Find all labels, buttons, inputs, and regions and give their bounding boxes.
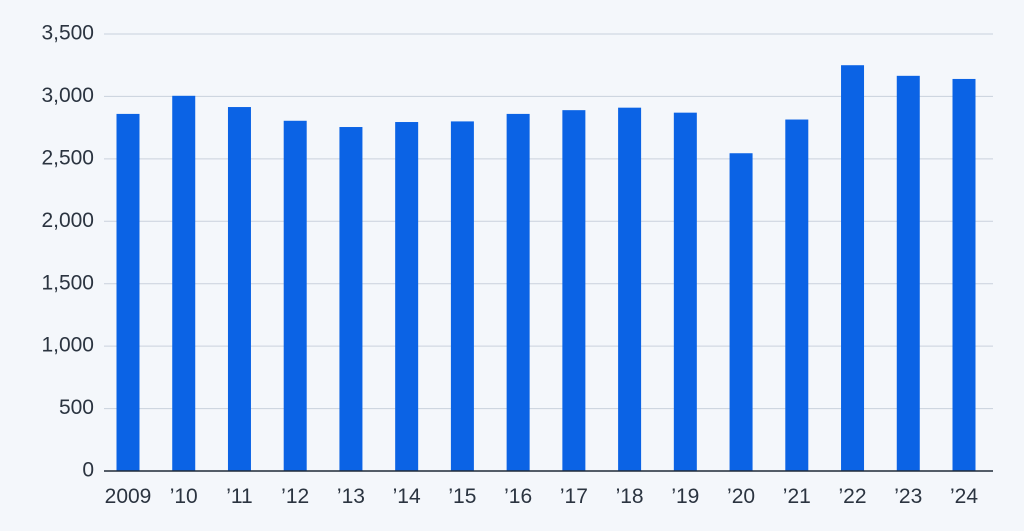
- bar: [673, 112, 697, 471]
- bars: [116, 65, 976, 472]
- x-axis-ticks: 2009 ’10 ’11 ’12 ’13 ’14 ’15 ’16 ’17 ’18 ’19 ’20 ’21…: [105, 485, 979, 508]
- x-tick-label: ’17: [560, 485, 588, 508]
- bar: [506, 113, 530, 471]
- bar: [618, 107, 642, 471]
- y-axis-ticks: 0 500 1,000 1,500 2,000 2,500 3,000 3,500: [41, 22, 94, 482]
- x-tick-label: ’13: [337, 485, 365, 508]
- y-tick-label: 1,000: [41, 334, 94, 357]
- bar: [952, 78, 976, 471]
- bar: [562, 110, 586, 472]
- x-tick-label: ’11: [226, 485, 252, 508]
- y-tick-label: 1,500: [41, 271, 94, 294]
- x-tick-label: ’15: [448, 485, 476, 508]
- x-tick-label: ’21: [783, 485, 811, 508]
- x-tick-label: ’23: [894, 485, 922, 508]
- bar: [283, 120, 307, 472]
- x-tick-label: ’22: [839, 485, 867, 508]
- x-tick-label: 2009: [105, 485, 152, 508]
- bar: [729, 153, 753, 471]
- bar: [896, 75, 920, 471]
- bar: [450, 121, 474, 472]
- bar: [785, 119, 809, 471]
- x-tick-label: ’18: [616, 485, 644, 508]
- y-tick-label: 0: [82, 459, 94, 482]
- bar: [339, 127, 363, 472]
- bar: [841, 65, 865, 471]
- y-tick-label: 2,000: [41, 209, 94, 232]
- x-tick-label: ’20: [727, 485, 755, 508]
- x-tick-label: ’16: [504, 485, 532, 508]
- bar: [172, 95, 196, 471]
- x-tick-label: ’10: [170, 485, 198, 508]
- x-tick-label: ’14: [393, 485, 421, 508]
- bar: [227, 107, 251, 471]
- x-tick-label: ’19: [671, 485, 699, 508]
- grid-lines: [104, 33, 993, 410]
- x-tick-label: ’12: [281, 485, 309, 508]
- bar: [116, 113, 140, 471]
- x-tick-label: ’24: [950, 485, 978, 508]
- y-tick-label: 3,000: [41, 84, 94, 107]
- y-tick-label: 2,500: [41, 146, 94, 169]
- y-tick-label: 3,500: [41, 22, 94, 45]
- y-tick-label: 500: [59, 396, 94, 419]
- bar: [395, 122, 419, 471]
